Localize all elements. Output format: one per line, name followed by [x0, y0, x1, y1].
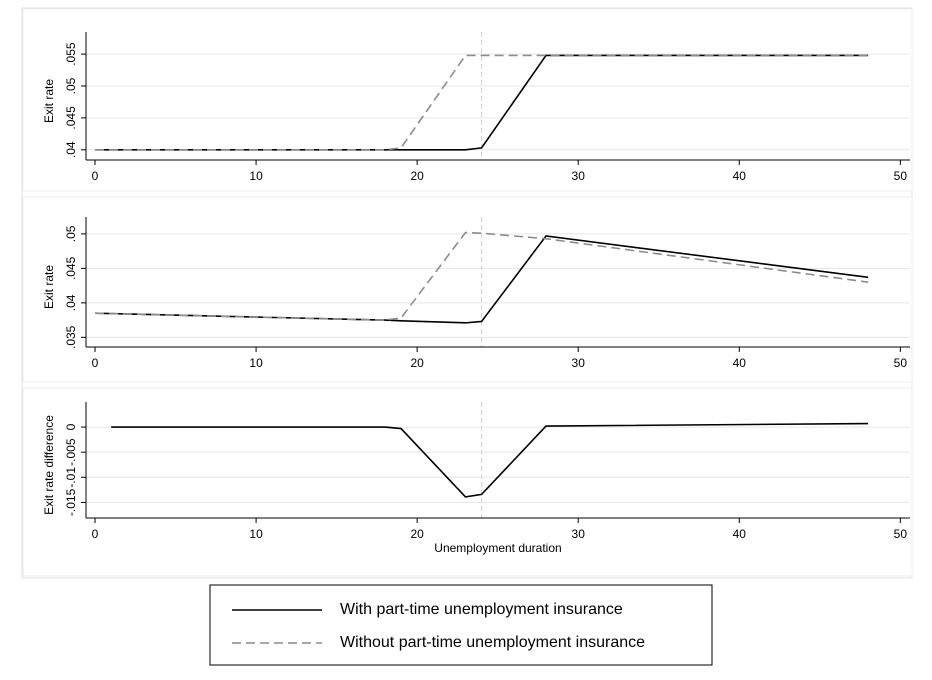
legend-label: Without part-time unemployment insurance	[340, 634, 645, 651]
x-tick-label: 20	[410, 169, 424, 183]
x-tick-label: 10	[249, 169, 263, 183]
x-tick-label: 50	[894, 169, 908, 183]
x-tick-label: 50	[894, 356, 908, 370]
x-tick-label: 0	[92, 527, 99, 541]
data-line	[95, 235, 869, 324]
panel-box	[22, 8, 913, 192]
x-tick-label: 20	[410, 356, 424, 370]
y-axis-label: Exit rate	[42, 265, 56, 309]
y-tick-label: .05	[64, 225, 78, 242]
legend-box	[209, 584, 713, 666]
x-tick-label: 10	[249, 356, 263, 370]
x-axis-label: Unemployment duration	[434, 541, 561, 555]
y-tick-label: .045	[64, 106, 78, 130]
panel-box	[22, 196, 913, 383]
y-tick-label: .055	[64, 42, 78, 66]
y-axis-label: Exit rate difference	[42, 415, 56, 515]
y-tick-label: .035	[64, 325, 78, 349]
y-tick-label: .05	[64, 77, 78, 94]
x-tick-label: 10	[249, 527, 263, 541]
x-tick-label: 50	[894, 527, 908, 541]
legend-label: With part-time unemployment insurance	[340, 601, 623, 618]
y-tick-label: -.01	[64, 467, 78, 488]
data-line	[95, 231, 869, 321]
x-tick-label: 0	[92, 169, 99, 183]
x-tick-label: 0	[92, 356, 99, 370]
x-tick-label: 20	[410, 527, 424, 541]
y-tick-label: .045	[64, 256, 78, 280]
x-tick-label: 40	[733, 356, 747, 370]
x-tick-label: 40	[733, 527, 747, 541]
y-axis-label: Exit rate	[42, 79, 56, 123]
data-line	[95, 54, 869, 151]
x-tick-label: 30	[572, 169, 586, 183]
y-tick-label: -.005	[64, 438, 78, 466]
y-tick-label: -.015	[64, 488, 78, 516]
x-tick-label: 40	[733, 169, 747, 183]
y-tick-label: .04	[64, 141, 78, 158]
frame	[21, 7, 913, 579]
data-line	[111, 422, 869, 498]
panel-box	[22, 387, 913, 577]
y-tick-label: .04	[64, 294, 78, 311]
x-tick-label: 30	[572, 356, 586, 370]
x-tick-label: 30	[572, 527, 586, 541]
y-tick-label: 0	[64, 423, 78, 430]
